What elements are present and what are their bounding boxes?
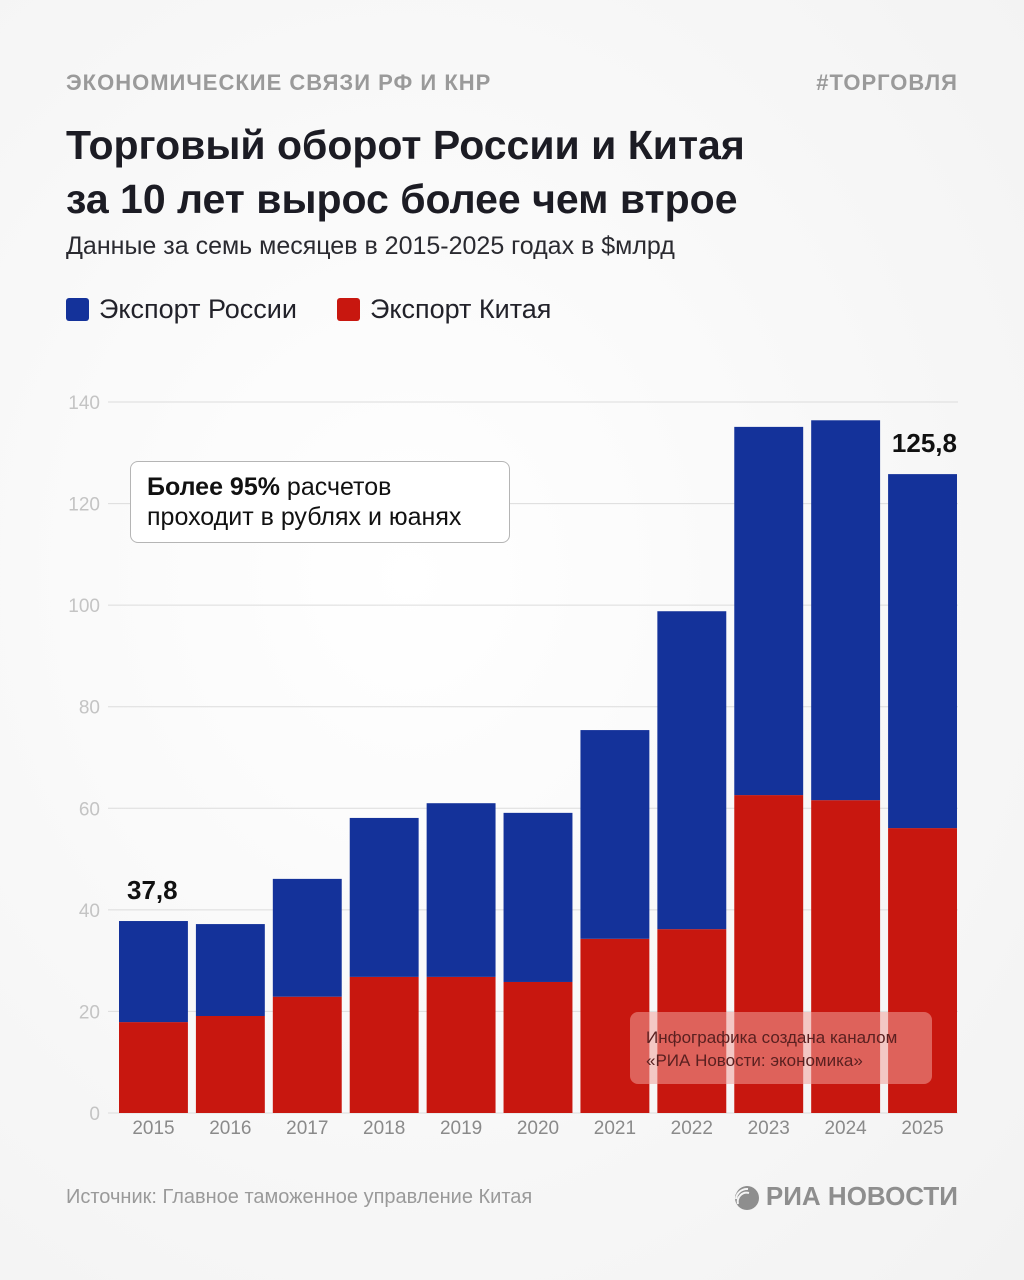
x-tick-label: 2015 — [132, 1118, 174, 1139]
bar-russia-export — [349, 817, 419, 977]
y-tick-label: 0 — [89, 1104, 100, 1125]
labels-layer: 2015 37,8 2016 2017 2018 2019 2020 2021 2022 2023… — [127, 428, 957, 1139]
bar-russia-export — [503, 812, 573, 982]
legend-label-russia: Экспорт России — [99, 294, 297, 324]
callout-bold: Более 95% — [147, 473, 280, 501]
ria-logo-text: РИА НОВОСТИ — [765, 1181, 958, 1211]
x-tick-label: 2023 — [748, 1118, 790, 1139]
bars-layer — [119, 420, 957, 1113]
legend-item-china: Экспорт Китая — [336, 294, 552, 325]
x-tick-label: 2021 — [594, 1118, 636, 1139]
bar-russia-export — [811, 420, 881, 801]
bar-china-export — [272, 996, 342, 1113]
x-tick-label: 2019 — [440, 1118, 482, 1139]
bar-russia-export — [657, 611, 727, 930]
bar-russia-export — [119, 921, 188, 1023]
bar-russia-export — [888, 474, 957, 829]
title-line-2: за 10 лет вырос более чем втрое — [66, 176, 738, 222]
x-tick-label: 2022 — [671, 1118, 713, 1139]
x-tick-label: 2025 — [901, 1118, 943, 1139]
hashtag-label: #ТОРГОВЛЯ — [816, 70, 958, 95]
bar-russia-export — [272, 878, 342, 997]
x-tick-label: 2016 — [209, 1118, 251, 1139]
y-tick-label: 60 — [79, 799, 100, 820]
total-value-label: 37,8 — [127, 875, 178, 905]
callout-text-2: проходит в рублях и юанях — [147, 503, 462, 531]
y-tick-label: 120 — [68, 495, 100, 516]
y-tick-label: 20 — [79, 1002, 100, 1023]
page-title: Торговый оборот России и Китая за 10 лет… — [66, 118, 966, 226]
channel-watermark: Инфографика создана каналом «РИА Новости… — [630, 1012, 932, 1084]
ria-globe-icon — [733, 1183, 759, 1210]
bar-russia-export — [734, 426, 804, 796]
title-line-1: Торговый оборот России и Китая — [66, 122, 745, 168]
bar-china-export — [503, 981, 573, 1113]
callout-text-1: расчетов — [279, 473, 392, 501]
x-tick-label: 2017 — [286, 1118, 328, 1139]
bar-china-export — [195, 1015, 265, 1113]
source-note: Источник: Главное таможенное управление … — [66, 1186, 533, 1208]
y-tick-label: 140 — [68, 393, 100, 414]
bar-russia-export — [426, 803, 496, 977]
y-tick-label: 40 — [79, 901, 100, 922]
kicker-label: ЭКОНОМИЧЕСКИЕ СВЯЗИ РФ И КНР — [66, 70, 492, 95]
bar-russia-export — [580, 730, 650, 939]
bar-russia-export — [195, 924, 265, 1016]
bar-china-export — [119, 1022, 188, 1113]
legend-swatch-russia — [66, 298, 89, 321]
legend-swatch-china — [336, 298, 360, 321]
ria-logo: РИА НОВОСТИ — [732, 1181, 958, 1212]
legend-item-russia: Экспорт России — [66, 294, 297, 325]
watermark-line-2: «РИА Новости: экономика» — [646, 1051, 863, 1070]
y-tick-label: 100 — [68, 596, 100, 617]
legend: Экспорт России Экспорт Китая — [66, 294, 551, 325]
x-tick-label: 2018 — [363, 1118, 405, 1139]
bar-china-export — [426, 976, 496, 1113]
y-tick-label: 80 — [79, 698, 100, 719]
x-tick-label: 2024 — [824, 1118, 867, 1139]
x-tick-label: 2020 — [517, 1118, 559, 1139]
bar-china-export — [349, 976, 419, 1113]
watermark-line-1: Инфографика создана каналом — [646, 1028, 898, 1047]
legend-label-china: Экспорт Китая — [369, 294, 552, 324]
callout-box: Более 95% расчетов проходит в рублях и ю… — [130, 461, 510, 543]
total-value-label: 125,8 — [892, 428, 957, 458]
subtitle: Данные за семь месяцев в 2015-2025 годах… — [66, 232, 675, 260]
